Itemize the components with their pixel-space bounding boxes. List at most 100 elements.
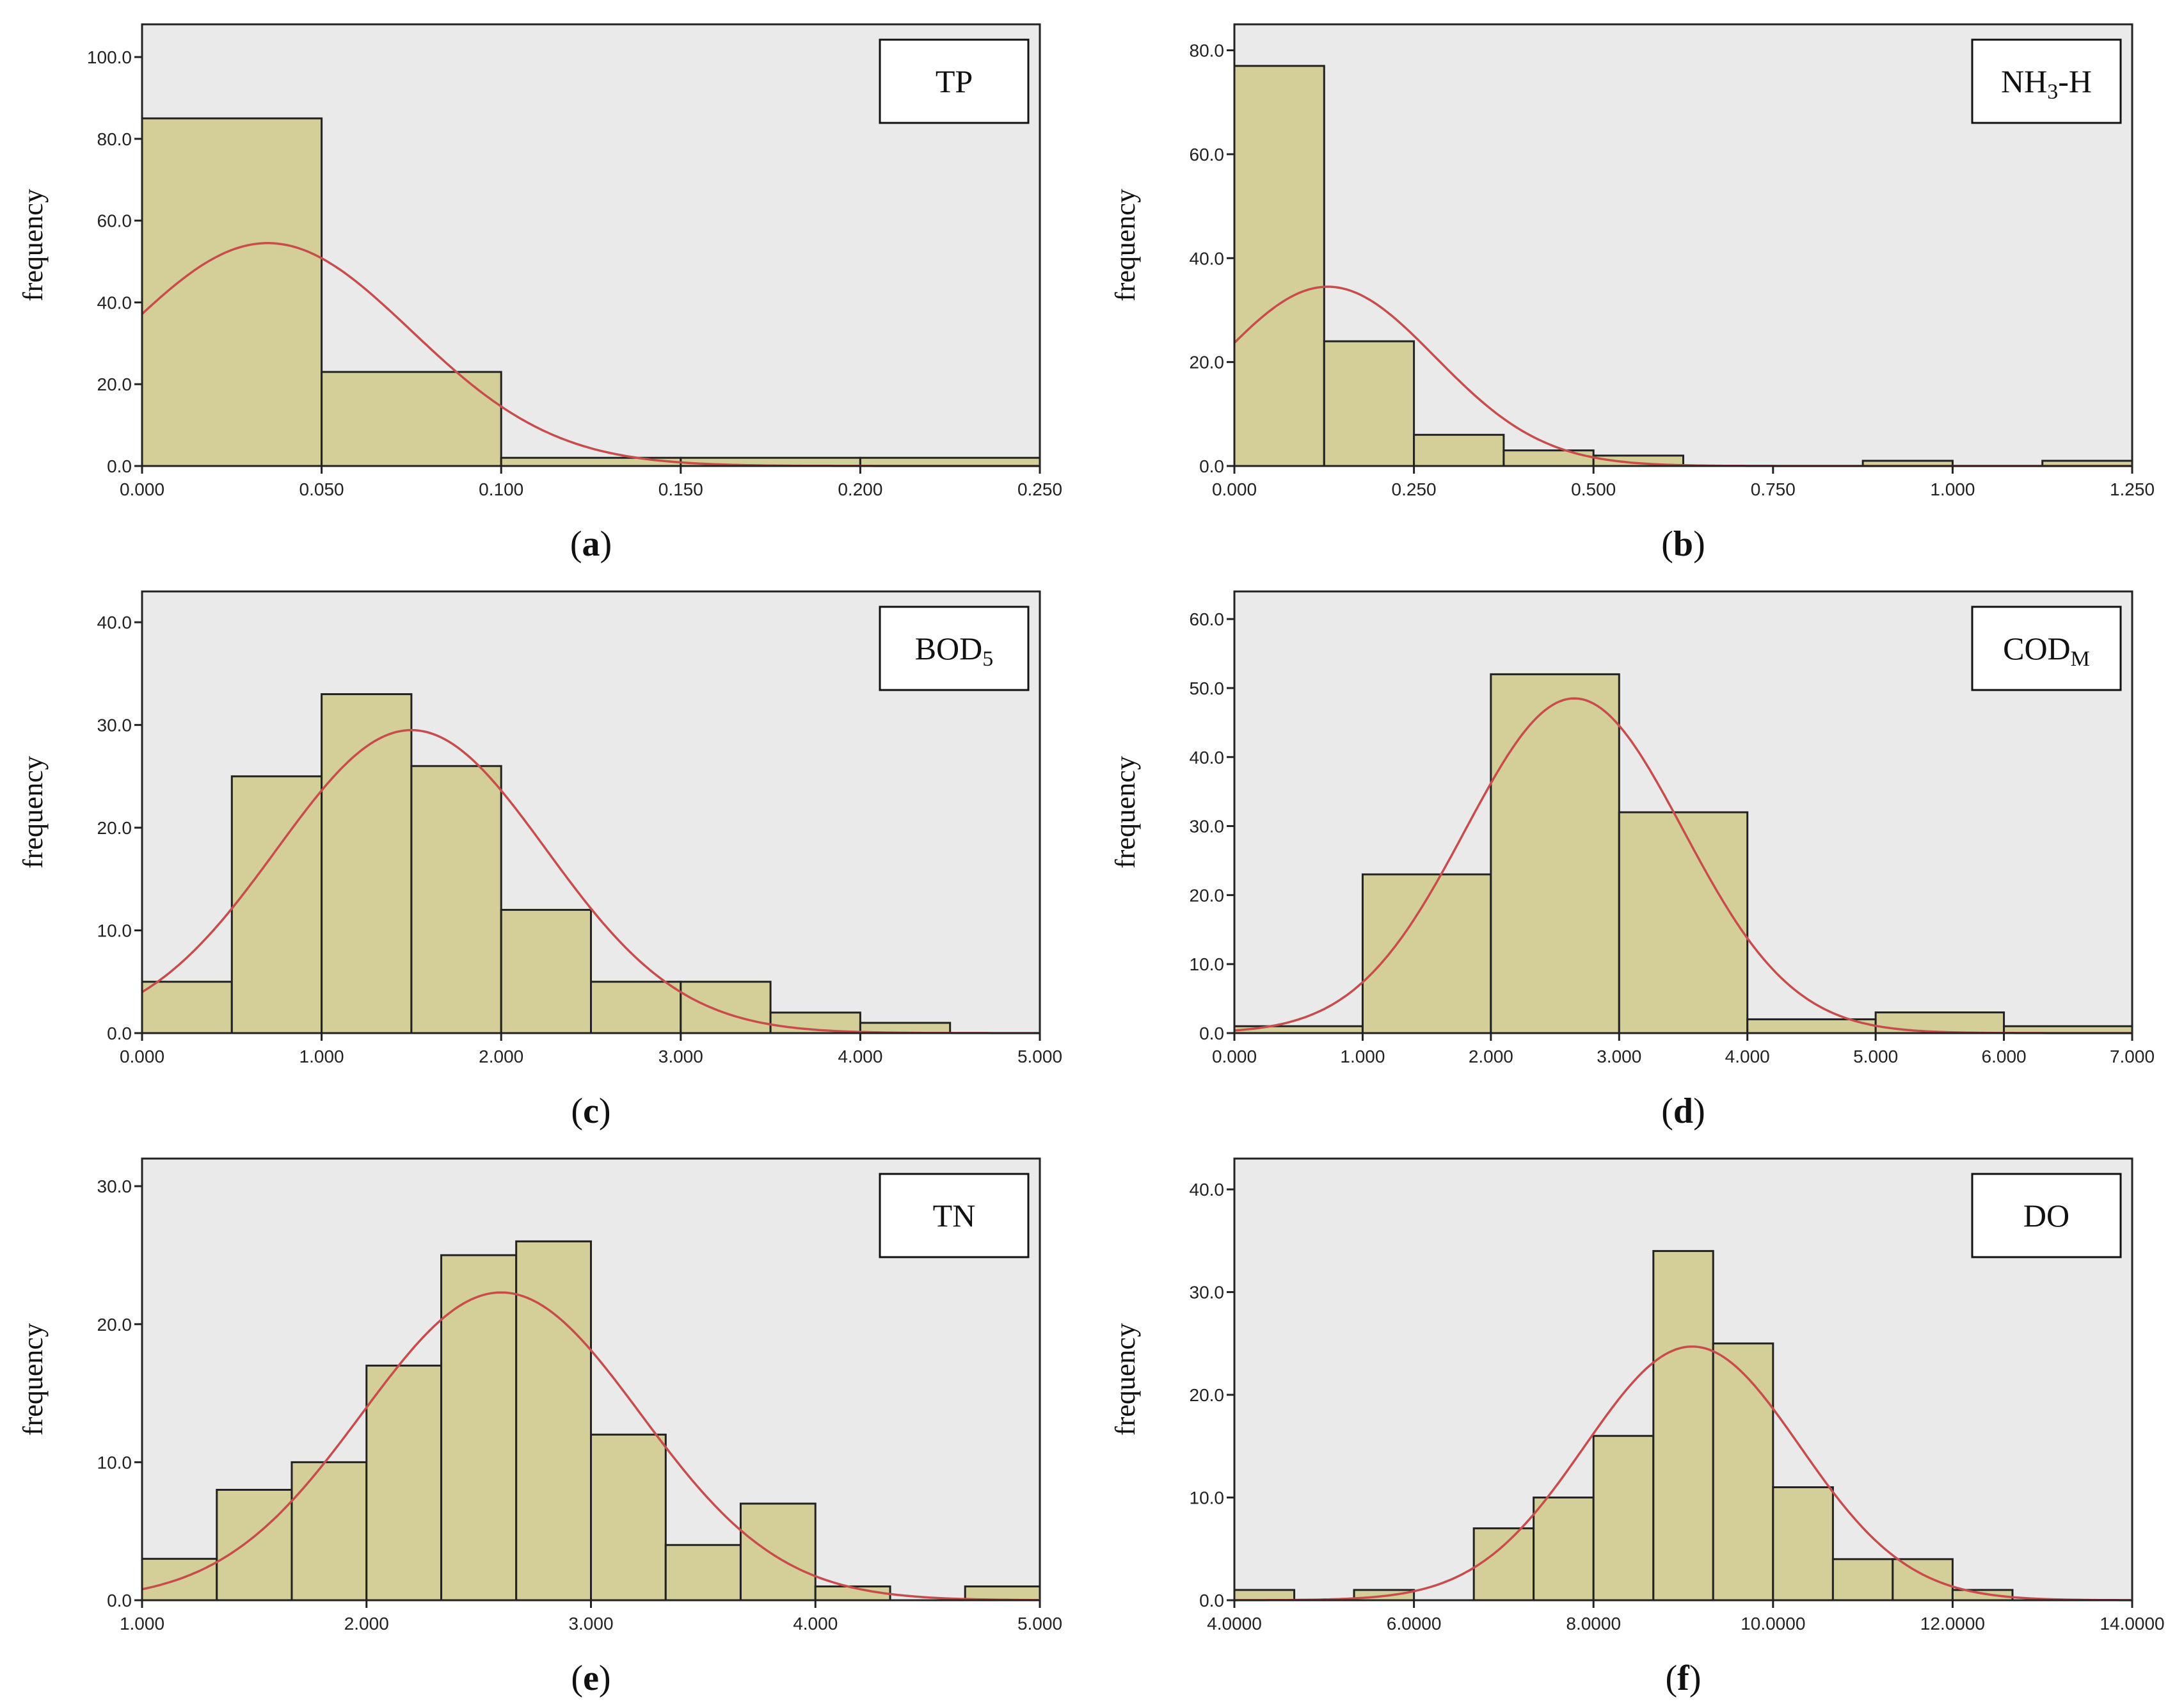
histogram-bar — [141, 117, 323, 467]
x-tick-label: 4.000 — [838, 1047, 882, 1066]
x-tick-label: 2.000 — [344, 1614, 389, 1634]
histogram-bar — [141, 981, 233, 1034]
histogram-bar — [1951, 1589, 2014, 1602]
y-tick-label: 10.0 — [1190, 1488, 1225, 1508]
x-tick-label: 3.000 — [658, 1047, 703, 1066]
histogram-bar — [1490, 673, 1620, 1034]
x-tick-label: 7.000 — [2110, 1047, 2155, 1066]
panel-d: 0.0 10.0 20.0 30.0 40.0 50.0 60.0 0.000 1.000 2.0… — [1092, 567, 2184, 1134]
legend-box — [1971, 38, 2122, 124]
y-tick-label: 0.0 — [107, 456, 132, 476]
normal-curve — [1234, 1345, 2132, 1602]
y-tick-label: 40.0 — [1190, 1180, 1225, 1200]
chart-d: 0.0 10.0 20.0 30.0 40.0 50.0 60.0 0.000 1.000 2.0… — [1110, 590, 2155, 1131]
histogram-bar — [1652, 1249, 1714, 1602]
y-tick-label: 40.0 — [97, 613, 132, 632]
y-tick-label: 30.0 — [1190, 817, 1225, 837]
histogram-bar — [680, 981, 772, 1034]
y-tick-label: 0.0 — [107, 1024, 132, 1043]
histogram-bar — [664, 1544, 742, 1602]
y-axis-title: frequency — [17, 1323, 49, 1436]
normal-curve — [141, 1291, 1040, 1602]
histogram-bar — [590, 1433, 667, 1602]
histogram-bar — [1472, 1527, 1535, 1602]
legend-title-main: TN — [933, 1198, 976, 1233]
chart-b: 0.0 20.0 40.0 60.0 80.0 0.000 0.250 0.500 0.750 1… — [1110, 23, 2155, 564]
histogram-bar — [216, 1489, 293, 1602]
x-tick-label: 1.000 — [1930, 479, 1975, 499]
histogram-bar — [365, 1364, 443, 1602]
y-tick-label: 0.0 — [1199, 1024, 1224, 1043]
histogram-bar — [1892, 1558, 1954, 1602]
x-tick-label: 0.000 — [120, 479, 164, 499]
histogram-bar — [1413, 433, 1505, 467]
histogram-bar — [515, 1240, 593, 1602]
x-tick-label: 0.500 — [1571, 479, 1616, 499]
x-tick-label: 14.0000 — [2100, 1614, 2164, 1634]
legend-title-suffix: -H — [2058, 63, 2092, 99]
legend-title-main: NH — [2001, 63, 2047, 99]
x-tick-label: 1.000 — [120, 1614, 164, 1634]
x-tick-label: 1.000 — [1340, 1047, 1385, 1066]
y-tick-label: 60.0 — [97, 211, 132, 231]
y-tick-label: 30.0 — [97, 716, 132, 735]
legend-title-main: BOD — [915, 630, 983, 666]
panel-a: 0.0 20.0 40.0 60.0 80.0 100.0 0.000 0.050 0.100 0… — [0, 0, 1092, 567]
y-axis-title: frequency — [17, 189, 49, 301]
y-tick-label: 0.0 — [107, 1591, 132, 1610]
y-tick-label: 80.0 — [97, 129, 132, 149]
panel-f: 0.0 10.0 20.0 30.0 40.0 4.0000 6.0000 8.0000 10.… — [1092, 1134, 2184, 1701]
y-axis-title: frequency — [1110, 1323, 1141, 1436]
histogram-bar — [1533, 1497, 1595, 1602]
y-tick-label: 60.0 — [1190, 609, 1225, 629]
legend-title: BOD5 — [915, 630, 994, 671]
panel-e: 0.0 10.0 20.0 30.0 1.000 2.000 3.000 4.000 5.000… — [0, 1134, 1092, 1701]
x-tick-label: 0.250 — [1017, 479, 1062, 499]
histogram-bar — [321, 371, 502, 467]
panel-label: (c) — [571, 1091, 610, 1131]
y-tick-label: 20.0 — [97, 818, 132, 838]
y-axis-title: frequency — [1110, 189, 1141, 301]
panel-label: (a) — [570, 524, 612, 564]
histogram-bar — [1831, 1558, 1894, 1602]
x-tick-label: 0.000 — [1212, 1047, 1257, 1066]
y-tick-label: 20.0 — [1190, 1385, 1225, 1405]
x-tick-label: 0.150 — [658, 479, 703, 499]
x-tick-label: 1.250 — [2110, 479, 2155, 499]
x-tick-label: 0.050 — [299, 479, 344, 499]
chart-e: 0.0 10.0 20.0 30.0 1.000 2.000 3.000 4.000 5.000… — [17, 1157, 1062, 1698]
y-tick-label: 20.0 — [1190, 353, 1225, 373]
y-tick-label: 0.0 — [1199, 1591, 1224, 1610]
histogram-bar — [291, 1461, 368, 1602]
chart-f: 0.0 10.0 20.0 30.0 40.0 4.0000 6.0000 8.0000 10.… — [1110, 1157, 2165, 1698]
y-tick-label: 10.0 — [1190, 954, 1225, 974]
chart-a: 0.0 20.0 40.0 60.0 80.0 100.0 0.000 0.050 0.100 0… — [17, 23, 1062, 564]
x-tick-label: 5.000 — [1017, 1047, 1062, 1066]
legend-title: CODM — [2003, 630, 2090, 671]
legend-box — [879, 1173, 1030, 1258]
histogram-bar — [859, 456, 1041, 467]
x-tick-label: 6.0000 — [1387, 1614, 1442, 1634]
legend-title-main: COD — [2003, 630, 2071, 666]
histogram-bar — [964, 1585, 1041, 1602]
histogram-bar — [590, 981, 682, 1034]
panel-label: (e) — [571, 1658, 610, 1698]
x-tick-label: 0.250 — [1392, 479, 1437, 499]
y-tick-label: 40.0 — [1190, 748, 1225, 767]
y-tick-label: 40.0 — [1190, 248, 1225, 268]
x-tick-label: 10.0000 — [1741, 1614, 1805, 1634]
x-tick-label: 0.750 — [1751, 479, 1796, 499]
x-tick-label: 5.000 — [1017, 1614, 1062, 1634]
x-tick-label: 8.0000 — [1566, 1614, 1621, 1634]
histogram-bar — [1233, 1589, 1296, 1602]
histogram-bar — [739, 1502, 817, 1602]
histogram-bar — [410, 765, 502, 1034]
y-tick-label: 10.0 — [97, 1452, 132, 1472]
panel-label: (b) — [1661, 524, 1705, 564]
y-tick-label: 30.0 — [1190, 1283, 1225, 1303]
histogram-bar — [1233, 65, 1325, 467]
y-tick-label: 30.0 — [97, 1176, 132, 1196]
histogram-bar — [1592, 1434, 1655, 1602]
legend-title: NH3-H — [2001, 63, 2092, 104]
x-tick-label: 4.000 — [793, 1614, 838, 1634]
